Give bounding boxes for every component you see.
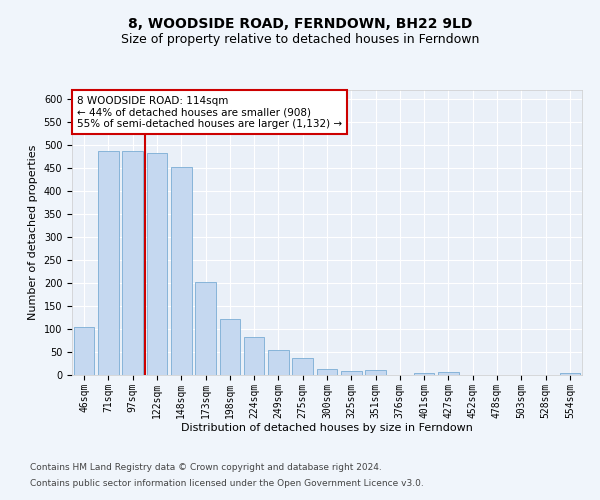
Bar xyxy=(438,372,459,375)
Bar xyxy=(317,369,337,375)
Text: 8, WOODSIDE ROAD, FERNDOWN, BH22 9LD: 8, WOODSIDE ROAD, FERNDOWN, BH22 9LD xyxy=(128,18,472,32)
Bar xyxy=(341,372,362,375)
Bar xyxy=(220,319,240,375)
Bar xyxy=(122,151,143,375)
Bar xyxy=(560,372,580,375)
Y-axis label: Number of detached properties: Number of detached properties xyxy=(28,145,38,320)
Bar xyxy=(171,167,191,375)
Text: Contains public sector information licensed under the Open Government Licence v3: Contains public sector information licen… xyxy=(30,478,424,488)
Bar xyxy=(146,154,167,375)
Bar xyxy=(195,282,216,375)
Bar xyxy=(292,358,313,375)
Bar xyxy=(244,338,265,375)
Text: Size of property relative to detached houses in Ferndown: Size of property relative to detached ho… xyxy=(121,32,479,46)
Bar xyxy=(74,326,94,375)
Bar xyxy=(414,372,434,375)
Bar xyxy=(98,151,119,375)
Bar xyxy=(365,370,386,375)
X-axis label: Distribution of detached houses by size in Ferndown: Distribution of detached houses by size … xyxy=(181,424,473,434)
Text: Contains HM Land Registry data © Crown copyright and database right 2024.: Contains HM Land Registry data © Crown c… xyxy=(30,464,382,472)
Text: 8 WOODSIDE ROAD: 114sqm
← 44% of detached houses are smaller (908)
55% of semi-d: 8 WOODSIDE ROAD: 114sqm ← 44% of detache… xyxy=(77,96,342,129)
Bar xyxy=(268,350,289,375)
